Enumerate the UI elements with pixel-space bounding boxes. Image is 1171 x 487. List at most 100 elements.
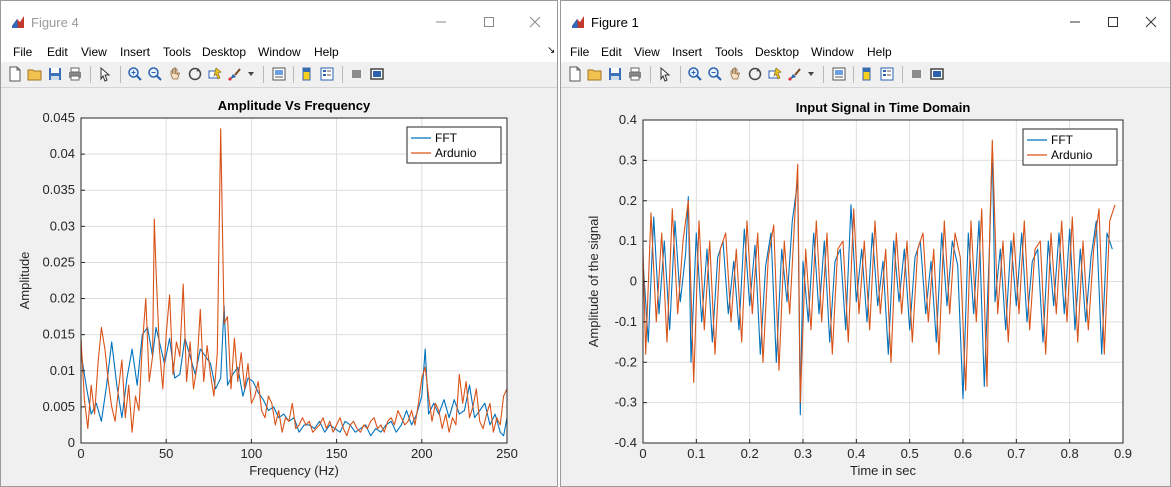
rotate-3d-button[interactable] — [747, 66, 763, 82]
open-folder-button[interactable] — [587, 66, 603, 82]
print-button[interactable] — [67, 66, 83, 82]
zoom-out-button[interactable] — [707, 66, 723, 82]
window-title: Figure 1 — [591, 15, 639, 30]
menu-file[interactable]: File — [570, 45, 590, 59]
menu-window[interactable]: Window — [811, 45, 854, 59]
zoom-out-icon — [148, 67, 162, 81]
matlab-logo-icon — [12, 16, 24, 28]
toolbar-separator — [823, 66, 824, 83]
brush-button[interactable] — [227, 66, 243, 82]
toolbar-separator — [650, 66, 651, 83]
print-button[interactable] — [627, 66, 643, 82]
series-line-ardunio — [642, 139, 1116, 404]
menu-view[interactable]: View — [634, 45, 660, 59]
legend-box — [1022, 128, 1118, 166]
menu-insert[interactable]: Insert — [120, 45, 151, 59]
legend-button[interactable] — [879, 66, 895, 82]
close-button[interactable] — [1129, 9, 1170, 35]
menu-view[interactable]: View — [81, 45, 107, 59]
menu-edit[interactable]: Edit — [601, 45, 622, 59]
hide-tools-button[interactable] — [909, 66, 925, 82]
maximize-button[interactable] — [1091, 9, 1135, 35]
hide-tools-button[interactable] — [349, 66, 365, 82]
menu-help[interactable]: Help — [867, 45, 892, 59]
toolbar-separator — [90, 66, 91, 83]
data-cursor-button[interactable] — [207, 66, 223, 82]
y-tick-label: 0.03 — [50, 218, 75, 233]
series-line-ardunio — [80, 128, 508, 437]
save-button[interactable] — [607, 66, 623, 82]
link-plot-icon — [832, 67, 846, 81]
hide-tools-icon — [352, 70, 361, 78]
menu-bar: File Edit View Insert Tools Desktop Wind… — [561, 42, 1170, 62]
pointer-icon — [660, 66, 671, 82]
open-folder-button[interactable] — [27, 66, 43, 82]
x-tick-label: 0.6 — [954, 446, 972, 461]
y-tick-label: 0 — [630, 274, 637, 289]
minimize-icon — [1070, 21, 1080, 23]
zoom-in-icon — [128, 67, 142, 81]
title-bar[interactable]: Figure 4 — [1, 1, 557, 41]
menu-tools[interactable]: Tools — [715, 45, 744, 59]
figure-area: 0 0.1 0.2 0.3 0.4 0.5 0.6 0.7 0.8 0.9 -0.4 -0.3 -0.2… — [561, 88, 1170, 486]
new-file-button[interactable] — [567, 66, 583, 82]
maximize-icon — [484, 17, 494, 27]
zoom-in-button[interactable] — [127, 66, 143, 82]
menu-tools[interactable]: Tools — [163, 45, 192, 59]
y-tick-label: 0.025 — [42, 254, 75, 269]
maximize-button[interactable] — [467, 9, 511, 35]
amplitude-frequency-plot[interactable]: 0 50 100 150 200 250 0 0.005 0.01 0.015 0.02 0.025 0… — [1, 88, 557, 487]
brush-dropdown-button[interactable] — [803, 66, 819, 82]
zoom-in-button[interactable] — [687, 66, 703, 82]
pan-hand-button[interactable] — [727, 66, 743, 82]
link-plot-button[interactable] — [271, 66, 287, 82]
x-tick-label: 0 — [639, 446, 646, 461]
new-file-button[interactable] — [7, 66, 23, 82]
show-tools-button[interactable] — [929, 66, 945, 82]
pointer-button[interactable] — [97, 66, 113, 82]
y-tick-label: -0.4 — [615, 435, 637, 450]
x-axis-label: Frequency (Hz) — [249, 463, 339, 478]
menu-file[interactable]: File — [13, 45, 33, 59]
x-tick-label: 0.7 — [1007, 446, 1025, 461]
dock-arrow-icon[interactable]: ↘ — [547, 45, 556, 56]
minimize-button[interactable] — [1053, 9, 1097, 35]
y-axis-label: Amplitude — [17, 252, 32, 310]
menu-help[interactable]: Help — [314, 45, 339, 59]
close-button[interactable] — [513, 9, 557, 35]
legend-button[interactable] — [319, 66, 335, 82]
x-tick-label: 200 — [411, 446, 433, 461]
title-bar[interactable]: Figure 1 — [561, 1, 1170, 41]
pan-hand-icon — [170, 67, 181, 80]
show-tools-icon — [930, 68, 944, 80]
pan-hand-button[interactable] — [167, 66, 183, 82]
pointer-button[interactable] — [657, 66, 673, 82]
time-domain-plot[interactable]: 0 0.1 0.2 0.3 0.4 0.5 0.6 0.7 0.8 0.9 -0.4 -0.3 -0.2… — [561, 88, 1170, 487]
y-tick-label: -0.1 — [615, 314, 637, 329]
menu-edit[interactable]: Edit — [47, 45, 68, 59]
toolbar-separator — [680, 66, 681, 83]
toolbar-separator — [293, 66, 294, 83]
menu-window[interactable]: Window — [258, 45, 301, 59]
rotate-3d-icon — [188, 67, 202, 81]
brush-button[interactable] — [787, 66, 803, 82]
colorbar-button[interactable] — [859, 66, 875, 82]
show-tools-button[interactable] — [369, 66, 385, 82]
minimize-button[interactable] — [419, 9, 463, 35]
colorbar-button[interactable] — [299, 66, 315, 82]
menu-desktop[interactable]: Desktop — [755, 45, 800, 59]
axes-background — [81, 118, 507, 443]
rotate-3d-button[interactable] — [187, 66, 203, 82]
save-button[interactable] — [47, 66, 63, 82]
menu-insert[interactable]: Insert — [672, 45, 703, 59]
menu-desktop[interactable]: Desktop — [202, 45, 247, 59]
figure-toolbar — [561, 62, 1170, 88]
data-cursor-button[interactable] — [767, 66, 783, 82]
zoom-out-button[interactable] — [147, 66, 163, 82]
y-tick-label: 0 — [68, 435, 75, 450]
link-plot-button[interactable] — [831, 66, 847, 82]
brush-dropdown-button[interactable] — [243, 66, 259, 82]
y-tick-label: -0.3 — [615, 395, 637, 410]
